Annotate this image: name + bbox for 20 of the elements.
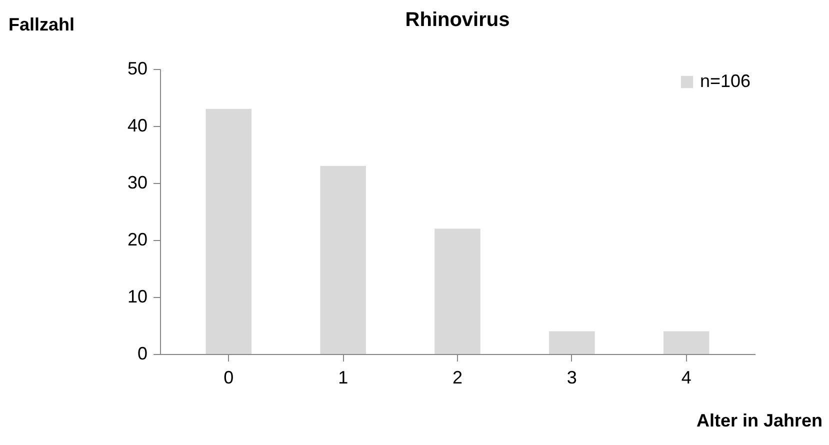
bar xyxy=(320,166,366,354)
y-tick-label: 30 xyxy=(127,172,148,192)
bar xyxy=(434,228,480,354)
x-tick-label: 0 xyxy=(224,368,234,388)
bar xyxy=(549,331,595,354)
y-axis-title: Fallzahl xyxy=(8,14,75,34)
x-tick-label: 4 xyxy=(681,368,692,388)
chart-title: Rhinovirus xyxy=(405,9,510,31)
bar xyxy=(663,331,710,354)
x-tick-label: 2 xyxy=(452,368,463,388)
y-tick-label: 10 xyxy=(127,286,148,306)
x-axis-title: Alter in Jahren xyxy=(696,410,822,430)
bar xyxy=(206,108,252,354)
y-tick-label: 0 xyxy=(137,344,148,364)
y-tick-label: 20 xyxy=(127,230,148,250)
legend-label: n=106 xyxy=(700,71,751,91)
x-tick-label: 1 xyxy=(338,368,348,388)
y-tick-label: 40 xyxy=(127,116,148,136)
x-tick-label: 3 xyxy=(566,368,577,388)
y-tick-label: 50 xyxy=(127,58,148,78)
